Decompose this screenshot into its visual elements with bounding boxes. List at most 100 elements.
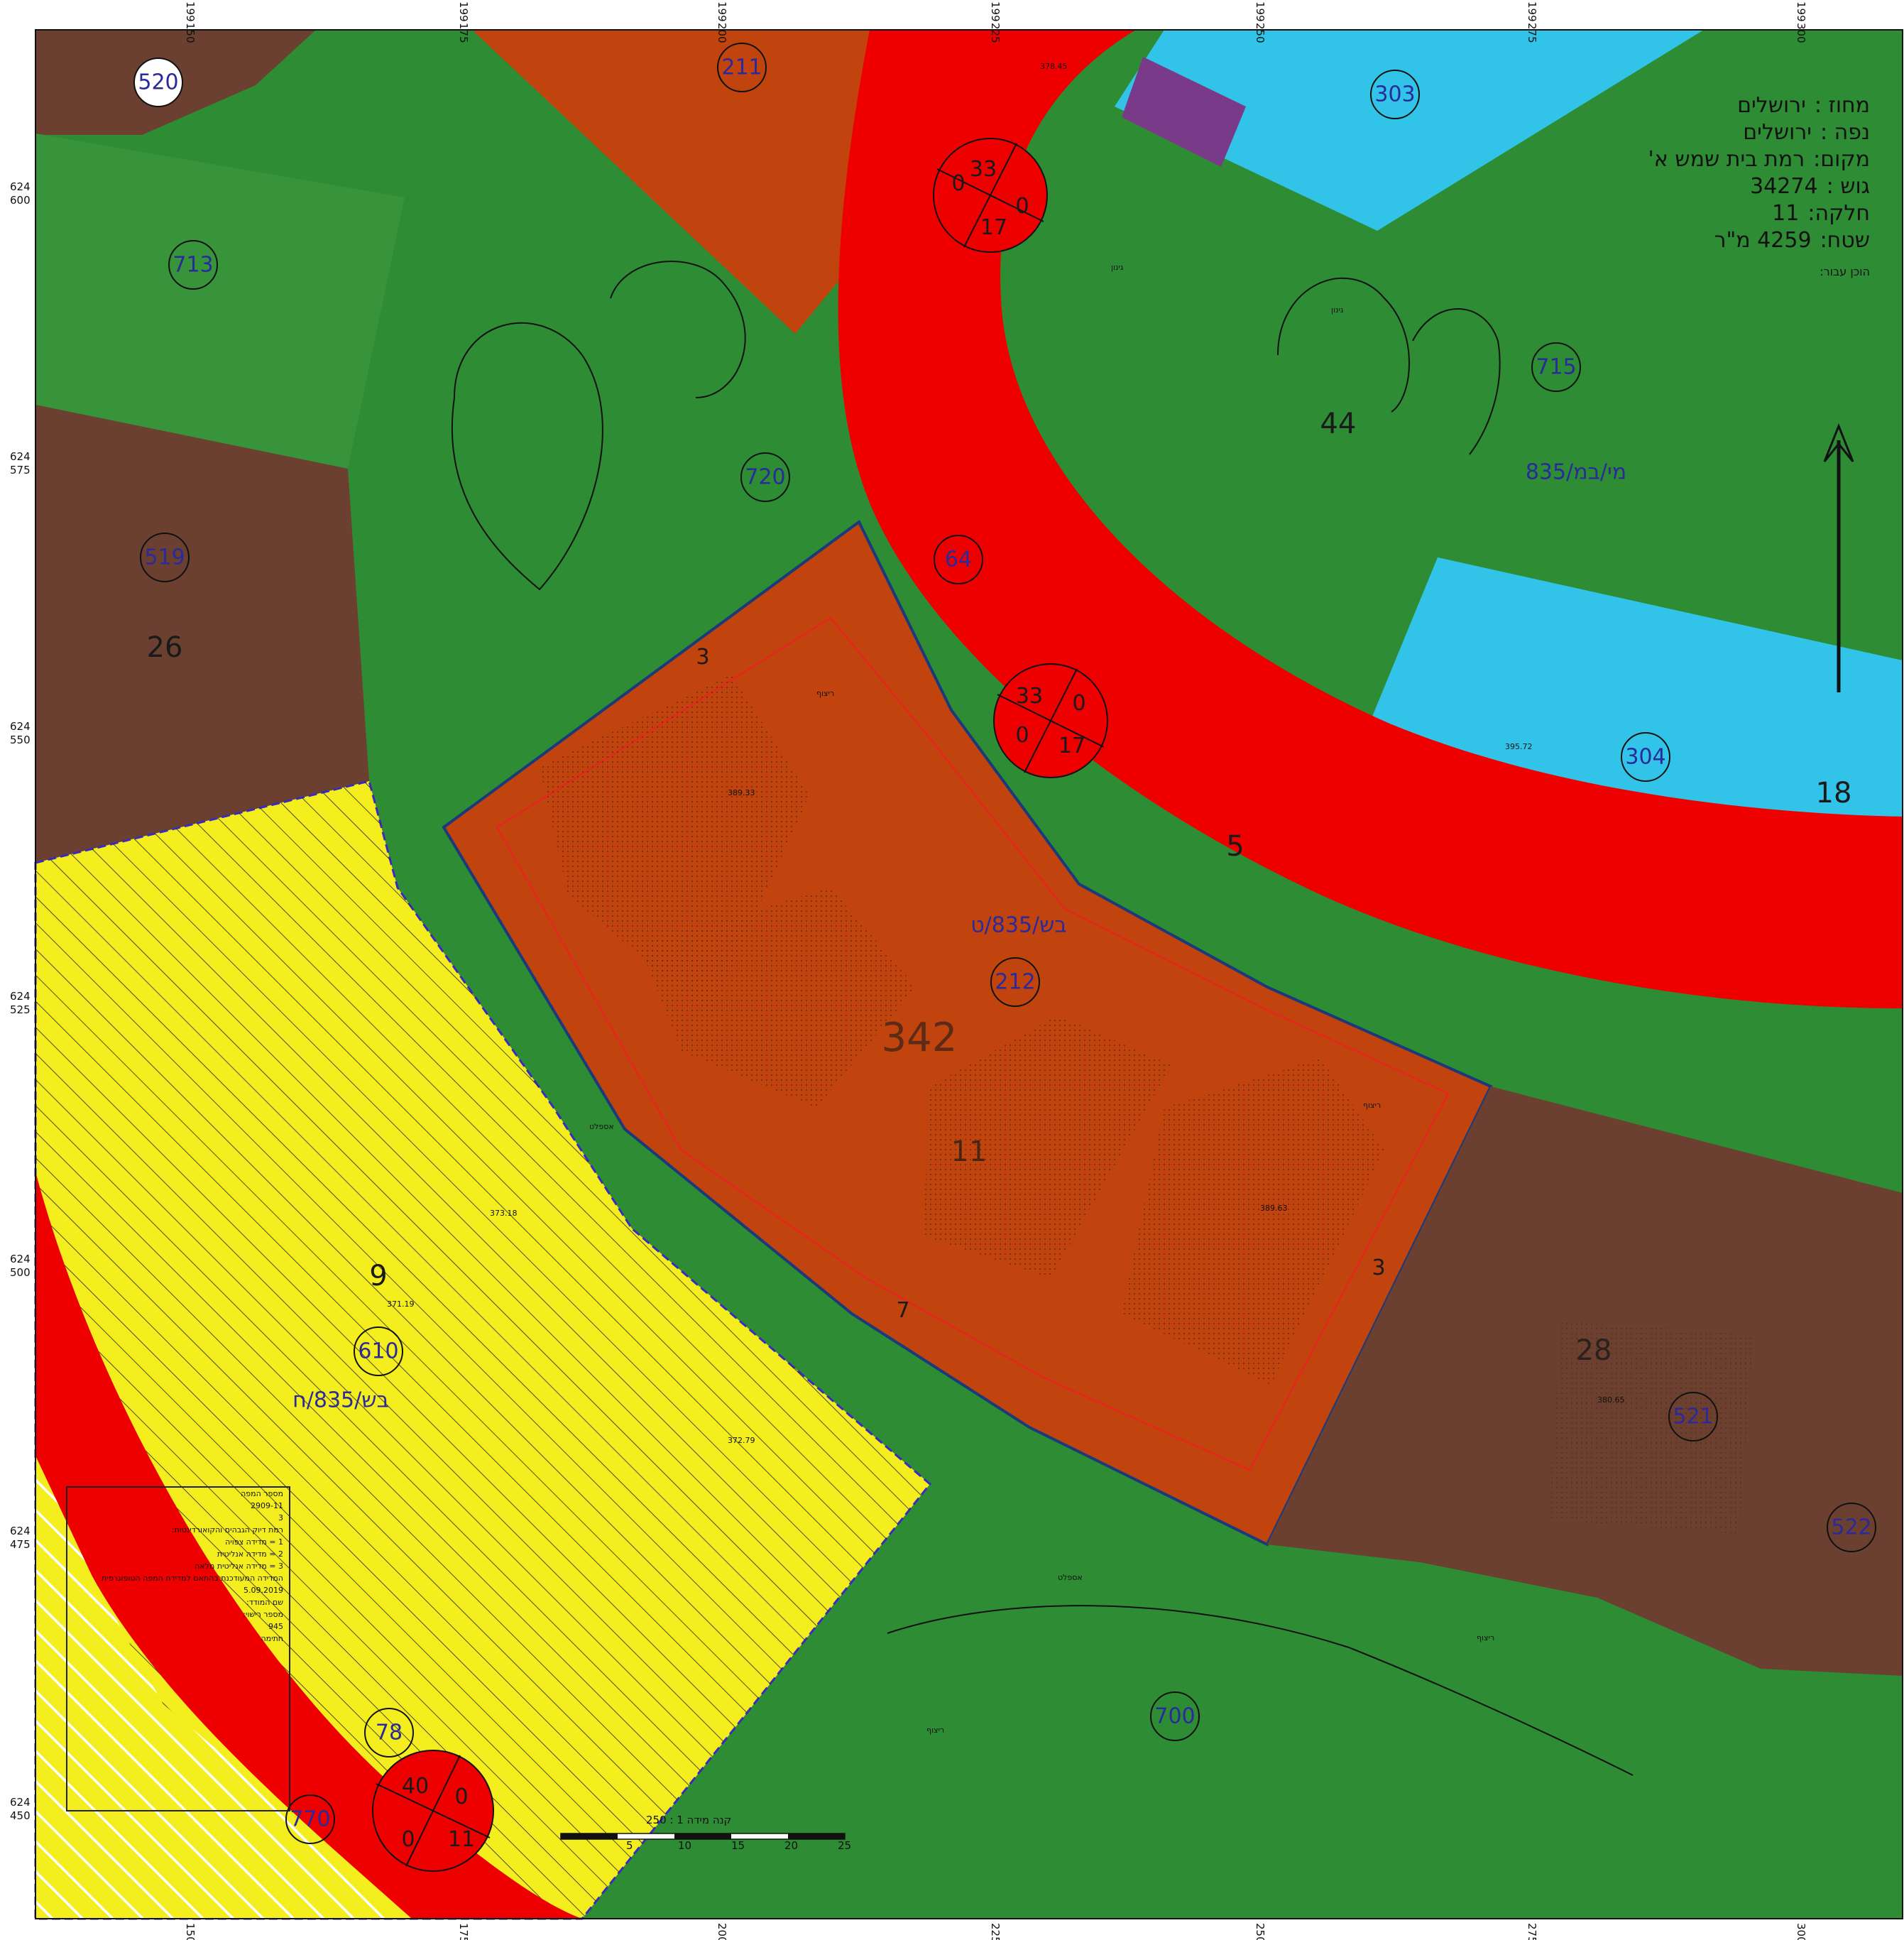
parcel-number-3a: 3: [696, 645, 709, 670]
info-district-label: מחוז :: [1814, 93, 1870, 118]
plot-label-78: 78: [364, 1708, 414, 1758]
plot-521-number: 521: [1673, 1405, 1713, 1429]
top-prefix-225: 199: [989, 1, 1002, 22]
plan-label-green: מי/במ/835: [1526, 460, 1626, 485]
parcel-number-7: 7: [896, 1298, 909, 1323]
spot-height-5: 373.18: [490, 1209, 518, 1218]
roundabout-2-left: 0: [1015, 723, 1029, 748]
top-tick-225: 225: [989, 23, 1002, 43]
plot-610-number: 610: [358, 1339, 398, 1364]
info-block-label: גוש :: [1826, 174, 1870, 199]
scale-tick-10: 10: [678, 1839, 691, 1852]
roundabout-1-left: 0: [951, 171, 965, 196]
spot-height-3: 389.33: [728, 788, 755, 797]
plan-label-yellow: בש/835/ח: [292, 1388, 389, 1413]
garden-path-5: [887, 1605, 1634, 1776]
left-axis: 600 575 550 525 500 475 450 624 624 624 …: [10, 180, 31, 1822]
plot-label-770: 770: [285, 1794, 335, 1844]
bottom-tick-225: 225: [989, 1923, 1002, 1940]
parcel-number-3b: 3: [1372, 1255, 1385, 1280]
info-parcel: חלקה: 11: [1640, 200, 1870, 227]
bottom-tick-275: 275: [1526, 1923, 1538, 1940]
zone-212-inner-line: [496, 616, 1450, 1471]
top-tick-200: 200: [716, 23, 728, 43]
north-arrow-head: [1823, 423, 1854, 462]
garden-path-3: [1277, 277, 1410, 413]
info-place-label: מקום:: [1813, 147, 1870, 172]
left-prefix-475: 624: [10, 1525, 31, 1537]
road-78: [35, 1172, 582, 1919]
scale-tick-20: 20: [784, 1839, 798, 1852]
left-prefix-575: 624: [10, 450, 31, 463]
info-subdistrict-value: ירושלים: [1743, 120, 1812, 145]
bottom-tick-250: 250: [1254, 1923, 1266, 1940]
garden-path-2: [610, 260, 746, 398]
legend-note: המדידה המעודכנת בהתאם למדידת המפה הטופוג…: [102, 1574, 283, 1583]
legend-license-label: מספר רישוי:: [243, 1610, 283, 1619]
zone-713-overlay: [35, 133, 405, 469]
map-info-block: מחוז :ירושלים נפה :ירושלים מקום:רמת בית …: [1640, 92, 1870, 285]
plot-label-720: 720: [740, 452, 790, 502]
plot-713-number: 713: [173, 253, 213, 278]
left-tick-575: 575: [10, 464, 31, 476]
roundabout-2-top: 33: [1016, 684, 1043, 709]
parcel-number-28: 28: [1576, 1334, 1612, 1367]
plot-label-522: 522: [1827, 1503, 1876, 1552]
label-paving-3: ריצוף: [1477, 1633, 1494, 1642]
label-paving-1: ריצוף: [816, 689, 834, 698]
info-area-label: שטח:: [1820, 228, 1870, 253]
left-tick-475: 475: [10, 1538, 31, 1551]
plot-78-number: 78: [376, 1721, 403, 1745]
bottom-tick-200: 200: [716, 1923, 728, 1940]
parcel-number-342: 342: [882, 1015, 958, 1061]
left-prefix-450: 624: [10, 1796, 31, 1809]
spot-height-7: 380.65: [1597, 1395, 1625, 1405]
top-prefix-275: 199: [1526, 1, 1538, 22]
label-paving-4: ריצוף: [926, 1726, 944, 1735]
roundabout-1-top: 33: [970, 157, 997, 182]
zone-519-residential: [35, 405, 369, 863]
plan-label-center: בש/835/ט: [970, 913, 1067, 938]
plot-522-number: 522: [1831, 1515, 1871, 1540]
plot-label-211: 211: [717, 43, 767, 92]
info-subdistrict: נפה : ירושלים: [1640, 119, 1870, 146]
top-prefix-200: 199: [716, 1, 728, 22]
top-tick-300: 300: [1795, 23, 1807, 43]
legend-sheet: 3: [278, 1513, 283, 1522]
map-frame: [35, 29, 1903, 1919]
spot-height-1: 378.45: [1040, 62, 1068, 71]
spot-height-4: 389.63: [1260, 1204, 1288, 1213]
top-tick-175: 175: [457, 23, 470, 43]
scale-label: קנה מידה 1 : 250: [646, 1814, 731, 1826]
plot-label-212: 212: [990, 957, 1040, 1007]
map-legend-box: מספר המפה 2909-11 3 רמת דיוק הגבהים והקו…: [66, 1486, 290, 1811]
bottom-tick-150: 150: [184, 1923, 197, 1940]
top-prefix-300: 199: [1795, 1, 1807, 22]
plot-label-519: 519: [140, 533, 190, 582]
roundabout-1-right: 0: [1015, 194, 1029, 219]
label-asphalt-2: אספלט: [1058, 1573, 1083, 1582]
plot-211-number: 211: [721, 55, 762, 80]
top-prefix-250: 199: [1254, 1, 1266, 22]
building-footprint-2: [639, 888, 916, 1108]
info-block-value: 34274: [1750, 174, 1818, 199]
spot-height-6: 372.79: [728, 1436, 755, 1445]
legend-title: מספר המפה: [241, 1489, 283, 1498]
plot-303-number: 303: [1374, 82, 1415, 107]
garden-path-1: [451, 322, 603, 591]
scale-bar: קנה מידה 1 : 250 5 10 15 20 25: [560, 1814, 851, 1852]
roundabout-3-right: 0: [454, 1784, 468, 1809]
left-tick-525: 525: [10, 1003, 31, 1016]
roundabout-3-left: 0: [401, 1827, 415, 1852]
info-area-value: 4259 מ"ר: [1714, 228, 1812, 253]
top-tick-250: 250: [1254, 23, 1266, 43]
plot-720-number: 720: [745, 465, 785, 490]
roundabout-3-bottom: 11: [448, 1827, 475, 1852]
bottom-axis: 150 175 200 225 250 275 300: [184, 1923, 1807, 1940]
info-district: מחוז : ירושלים: [1640, 92, 1870, 119]
plot-label-521: 521: [1668, 1392, 1718, 1442]
plot-64-number: 64: [945, 547, 972, 572]
parcel-number-5: 5: [1226, 830, 1244, 863]
scale-tick-15: 15: [731, 1839, 745, 1852]
